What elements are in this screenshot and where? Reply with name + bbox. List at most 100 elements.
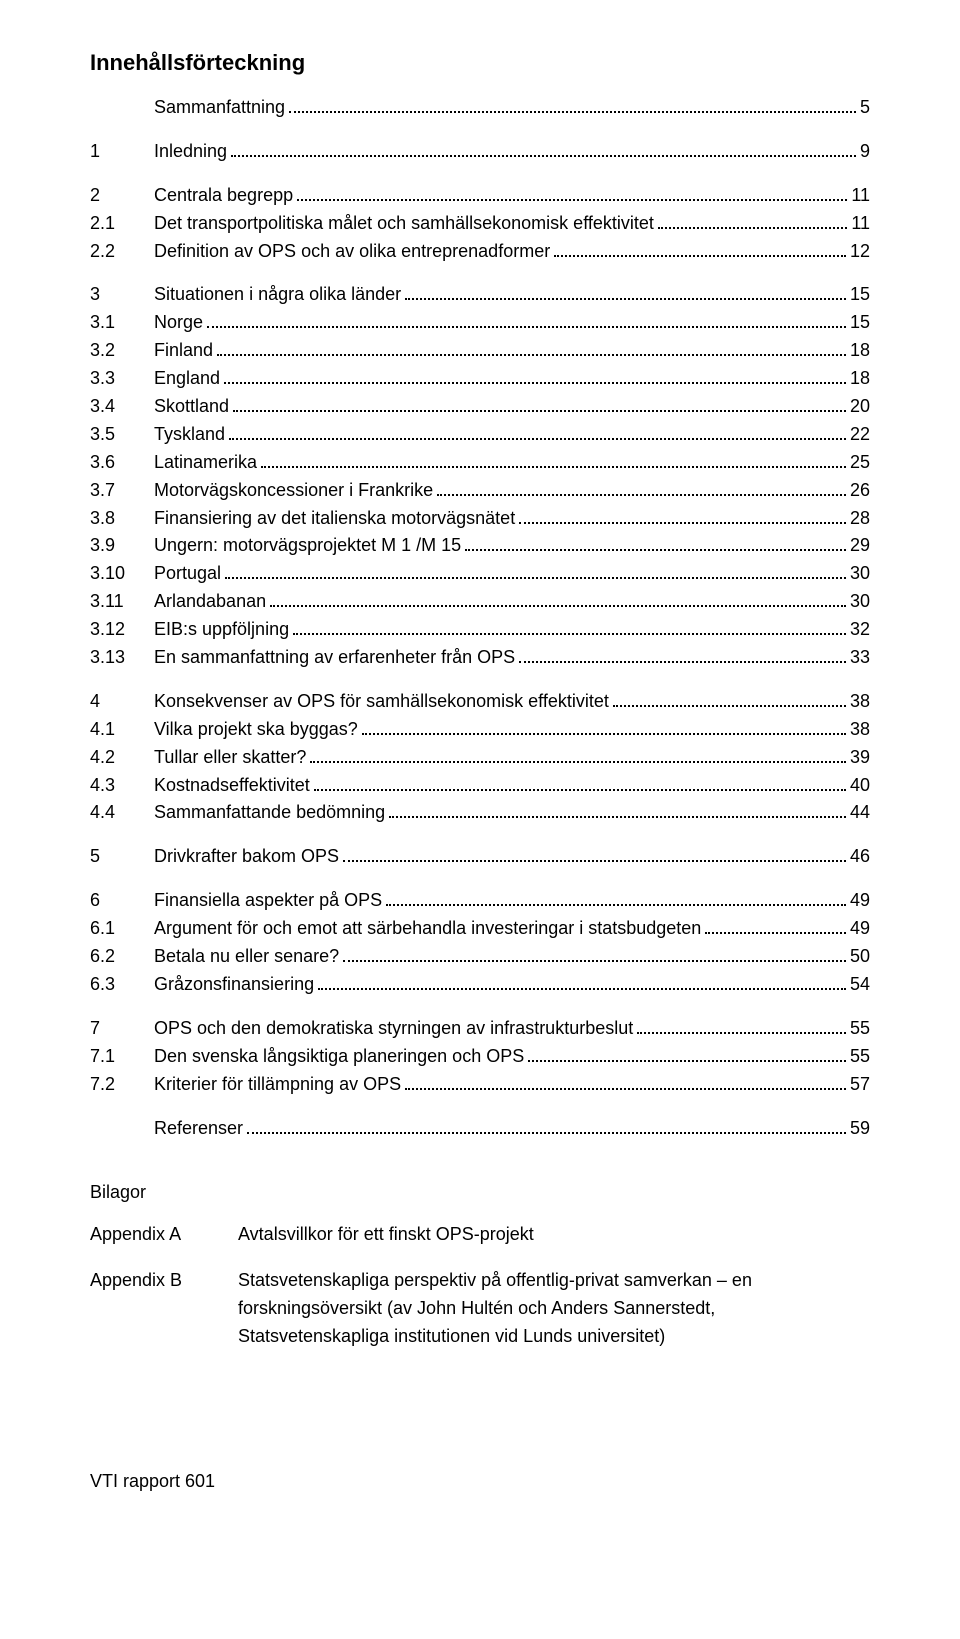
toc-leader-dots bbox=[437, 478, 846, 496]
toc-entry-label: En sammanfattning av erfarenheter från O… bbox=[154, 644, 515, 672]
toc-leader-dots bbox=[293, 617, 846, 635]
toc-entry-page: 38 bbox=[850, 716, 870, 744]
toc-leader-dots bbox=[343, 844, 846, 862]
toc-entry-page: 11 bbox=[851, 210, 870, 238]
toc-leader-dots bbox=[261, 450, 846, 468]
toc-entry-page: 32 bbox=[850, 616, 870, 644]
toc-entry: 2.1Det transportpolitiska målet och samh… bbox=[90, 210, 870, 238]
toc-entry-label: Finansiering av det italienska motorvägs… bbox=[154, 505, 515, 533]
toc-entry-number: 3.12 bbox=[90, 616, 154, 644]
toc-entry: 3.3England18 bbox=[90, 365, 870, 393]
toc-entry: 5Drivkrafter bakom OPS46 bbox=[90, 843, 870, 871]
toc-entry-label: Betala nu eller senare? bbox=[154, 943, 339, 971]
toc-entry-number: 4.4 bbox=[90, 799, 154, 827]
toc-entry-label: Kostnadseffektivitet bbox=[154, 772, 310, 800]
toc-entry-number: 7.1 bbox=[90, 1043, 154, 1071]
toc-entry: 3.8Finansiering av det italienska motorv… bbox=[90, 505, 870, 533]
toc-entry-label: Finland bbox=[154, 337, 213, 365]
toc-entry-page: 9 bbox=[860, 138, 870, 166]
toc-entry-label: Finansiella aspekter på OPS bbox=[154, 887, 382, 915]
toc-entry-number: 3.5 bbox=[90, 421, 154, 449]
toc-entry: 7.1Den svenska långsiktiga planeringen o… bbox=[90, 1043, 870, 1071]
toc-entry-number: 7.2 bbox=[90, 1071, 154, 1099]
toc-leader-dots bbox=[519, 645, 846, 663]
toc-entry-label: Konsekvenser av OPS för samhällsekonomis… bbox=[154, 688, 609, 716]
toc-entry: 3.7Motorvägskoncessioner i Frankrike26 bbox=[90, 477, 870, 505]
toc-leader-dots bbox=[528, 1044, 846, 1062]
toc-entry-label: Tullar eller skatter? bbox=[154, 744, 306, 772]
toc-entry-number: 6.3 bbox=[90, 971, 154, 999]
toc-entry: 1Inledning9 bbox=[90, 138, 870, 166]
toc-entry-label: Norge bbox=[154, 309, 203, 337]
toc-group-gap bbox=[90, 122, 870, 138]
toc-entry-page: 59 bbox=[850, 1115, 870, 1143]
toc-entry: 3.6Latinamerika25 bbox=[90, 449, 870, 477]
appendix-text: Statsvetenskapliga perspektiv på offentl… bbox=[238, 1267, 870, 1351]
toc-entry: 3.11Arlandabanan30 bbox=[90, 588, 870, 616]
toc-entry: 6Finansiella aspekter på OPS 49 bbox=[90, 887, 870, 915]
toc-entry-number: 6.2 bbox=[90, 943, 154, 971]
toc-entry-label: Portugal bbox=[154, 560, 221, 588]
toc-entry-page: 30 bbox=[850, 588, 870, 616]
toc-entry-number: 3 bbox=[90, 281, 154, 309]
toc-entry: 3.13En sammanfattning av erfarenheter fr… bbox=[90, 644, 870, 672]
toc-entry: 3.5Tyskland22 bbox=[90, 421, 870, 449]
toc-leader-dots bbox=[289, 95, 856, 113]
toc-group-gap bbox=[90, 672, 870, 688]
toc-entry-page: 15 bbox=[850, 281, 870, 309]
toc-entry-number: 3.6 bbox=[90, 449, 154, 477]
toc-entry: 4.2Tullar eller skatter?39 bbox=[90, 744, 870, 772]
toc-group-gap bbox=[90, 827, 870, 843]
toc-entry-number: 4 bbox=[90, 688, 154, 716]
appendix-heading: Bilagor bbox=[90, 1182, 870, 1203]
toc-entry-number: 2 bbox=[90, 182, 154, 210]
toc-entry: 3.12EIB:s uppföljning32 bbox=[90, 616, 870, 644]
toc-entry: 4.4Sammanfattande bedömning 44 bbox=[90, 799, 870, 827]
toc-entry-page: 11 bbox=[851, 182, 870, 210]
toc-entry-page: 20 bbox=[850, 393, 870, 421]
toc-entry-page: 33 bbox=[850, 644, 870, 672]
toc-entry-number: 6 bbox=[90, 887, 154, 915]
toc-entry: 3.4Skottland20 bbox=[90, 393, 870, 421]
toc-entry-label: Motorvägskoncessioner i Frankrike bbox=[154, 477, 433, 505]
toc-entry-label: Drivkrafter bakom OPS bbox=[154, 843, 339, 871]
toc-entry: 4.1Vilka projekt ska byggas?38 bbox=[90, 716, 870, 744]
toc-leader-dots bbox=[705, 916, 846, 934]
toc-entry: 4.3Kostnadseffektivitet40 bbox=[90, 772, 870, 800]
toc-entry-label: Sammanfattande bedömning bbox=[154, 799, 385, 827]
toc-entry-page: 25 bbox=[850, 449, 870, 477]
toc-entry-number: 3.13 bbox=[90, 644, 154, 672]
toc-leader-dots bbox=[554, 238, 846, 256]
toc-entry: 7OPS och den demokratiska styrningen av … bbox=[90, 1015, 870, 1043]
toc-entry-label: Centrala begrepp bbox=[154, 182, 293, 210]
toc-leader-dots bbox=[362, 717, 846, 735]
toc-entry-number: 3.8 bbox=[90, 505, 154, 533]
toc-entry-label: Situationen i några olika länder bbox=[154, 281, 401, 309]
toc-entry-page: 44 bbox=[850, 799, 870, 827]
toc-entry-number: 4.1 bbox=[90, 716, 154, 744]
toc-leader-dots bbox=[389, 800, 846, 818]
toc-entry-page: 18 bbox=[850, 365, 870, 393]
toc-entry-label: Sammanfattning bbox=[154, 94, 285, 122]
toc-entry-page: 49 bbox=[850, 915, 870, 943]
toc-entry-number: 3.9 bbox=[90, 532, 154, 560]
toc-leader-dots bbox=[225, 561, 846, 579]
toc-entry: 3.9Ungern: motorvägsprojektet M 1 /M 152… bbox=[90, 532, 870, 560]
toc-entry-page: 50 bbox=[850, 943, 870, 971]
toc-leader-dots bbox=[343, 944, 846, 962]
toc-entry-page: 30 bbox=[850, 560, 870, 588]
toc-entry-page: 49 bbox=[850, 887, 870, 915]
toc-entry-number: 3.7 bbox=[90, 477, 154, 505]
toc-leader-dots bbox=[233, 394, 846, 412]
toc-entry-label: Arlandabanan bbox=[154, 588, 266, 616]
toc-entry-label: Ungern: motorvägsprojektet M 1 /M 15 bbox=[154, 532, 461, 560]
toc-entry-number: 5 bbox=[90, 843, 154, 871]
toc-entry-number: 3.1 bbox=[90, 309, 154, 337]
toc-entry-page: 15 bbox=[850, 309, 870, 337]
toc-entry-label: Argument för och emot att särbehandla in… bbox=[154, 915, 701, 943]
toc-entry-number: 4.3 bbox=[90, 772, 154, 800]
toc-leader-dots bbox=[207, 310, 846, 328]
toc-entry-page: 5 bbox=[860, 94, 870, 122]
toc-entry-page: 22 bbox=[850, 421, 870, 449]
toc-leader-dots bbox=[405, 1071, 846, 1089]
